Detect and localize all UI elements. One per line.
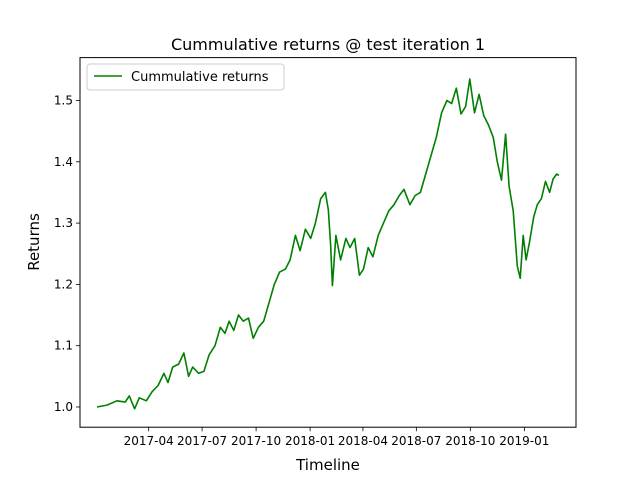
legend-box	[86, 63, 285, 91]
x-tick-label: 2018-04	[338, 434, 388, 448]
legend: Cummulative returns	[86, 63, 285, 91]
x-tick-label: 2018-01	[285, 434, 335, 448]
y-tick-label: 1.2	[54, 277, 73, 291]
y-tick-label: 1.1	[54, 339, 73, 353]
x-tick-label: 2018-10	[445, 434, 495, 448]
y-tick-label: 1.0	[54, 400, 73, 414]
x-axis: 2017-04 2017-07 2017-10 2018-01 2018-04 2018-…	[124, 427, 549, 448]
x-axis-label: Timeline	[295, 456, 360, 474]
x-tick-label: 2018-07	[391, 434, 441, 448]
y-tick-label: 1.4	[54, 155, 73, 169]
y-axis: 1.0 1.1 1.2 1.3 1.4 1.5	[54, 94, 80, 414]
series-line	[96, 78, 560, 410]
y-tick-label: 1.3	[54, 216, 73, 230]
x-tick-label: 2017-10	[231, 434, 281, 448]
x-tick-label: 2017-07	[177, 434, 227, 448]
plot-area	[80, 57, 576, 428]
x-tick-label: 2017-04	[124, 434, 174, 448]
chart-title: Cummulative returns @ test iteration 1	[171, 35, 485, 54]
plot-background	[80, 57, 576, 428]
y-axis-label: Returns	[25, 213, 43, 271]
plot-frame	[79, 57, 577, 428]
y-tick-label: 1.5	[54, 94, 73, 108]
legend-label: Cummulative returns	[131, 70, 269, 85]
x-tick-label: 2019-01	[499, 434, 549, 448]
